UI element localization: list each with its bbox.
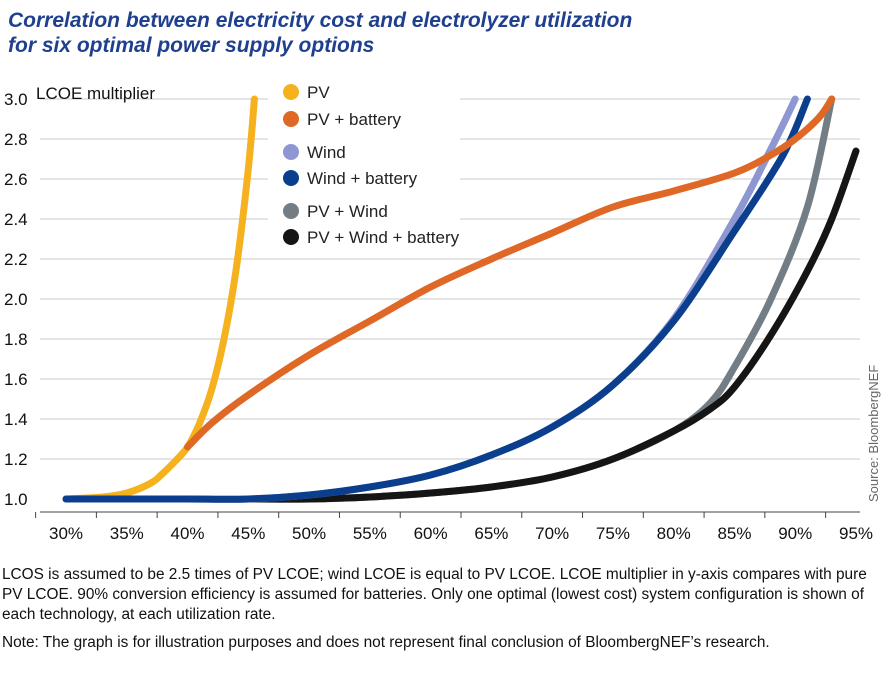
- y-tick-label: 2.6: [4, 170, 28, 189]
- chart-title: Correlation between electricity cost and…: [8, 8, 888, 58]
- x-tick-label: 65%: [474, 524, 508, 543]
- legend-label: PV + battery: [307, 110, 402, 129]
- x-tick-label: 40%: [171, 524, 205, 543]
- y-tick-label: 1.8: [4, 330, 28, 349]
- y-axis-label: LCOE multiplier: [36, 84, 155, 103]
- x-tick-label: 90%: [778, 524, 812, 543]
- chart-canvas: 30% 35% 40% 45% 50% 55% 60% 65% 70% 75% 80% 85% 90% 9…: [4, 80, 874, 543]
- series-line-pv-battery: [184, 95, 836, 451]
- x-tick-label: 35%: [110, 524, 144, 543]
- y-tick-label: 2.0: [4, 290, 28, 309]
- x-tick-label: 30%: [49, 524, 83, 543]
- legend: PV PV + battery Wind Wind + battery PV + Win…: [268, 80, 460, 252]
- x-tick-label: 55%: [353, 524, 387, 543]
- x-tick-label: 45%: [231, 524, 265, 543]
- x-tick-label: 70%: [535, 524, 569, 543]
- y-tick-label: 3.0: [4, 90, 28, 109]
- y-axis: 1.0 1.2 1.4 1.6 1.8 2.0 2.2 2.4 2.6 2.8 3.0: [4, 90, 28, 509]
- legend-swatch: [283, 229, 299, 245]
- x-tick-label: 85%: [717, 524, 751, 543]
- series-lines: [62, 95, 860, 503]
- chart-title-line-2: for six optimal power supply options: [8, 34, 375, 57]
- legend-label: Wind: [307, 143, 346, 162]
- y-tick-label: 1.2: [4, 450, 28, 469]
- legend-swatch: [283, 144, 299, 160]
- legend-swatch: [283, 111, 299, 127]
- legend-label: PV + Wind + battery: [307, 228, 460, 247]
- legend-swatch: [283, 170, 299, 186]
- note-disclaimer: Note: The graph is for illustration purp…: [2, 634, 770, 651]
- chart-title-line-1: Correlation between electricity cost and…: [8, 9, 633, 32]
- series-line-wind-battery: [62, 95, 811, 503]
- x-tick-label: 60%: [414, 524, 448, 543]
- series-line-pv-wind-battery: [244, 147, 860, 503]
- legend-label: Wind + battery: [307, 169, 418, 188]
- legend-label: PV: [307, 83, 330, 102]
- x-tick-label: 80%: [657, 524, 691, 543]
- y-tick-label: 1.6: [4, 370, 28, 389]
- y-tick-label: 2.4: [4, 210, 28, 229]
- x-tick-label: 50%: [292, 524, 326, 543]
- notes: LCOS is assumed to be 2.5 times of PV LC…: [2, 565, 890, 661]
- note-assumptions: LCOS is assumed to be 2.5 times of PV LC…: [2, 566, 867, 623]
- legend-swatch: [283, 84, 299, 100]
- y-tick-label: 2.2: [4, 250, 28, 269]
- y-tick-label: 1.0: [4, 490, 28, 509]
- source-label: Source: BloombergNEF: [866, 364, 881, 502]
- x-tick-label: 95%: [839, 524, 873, 543]
- legend-label: PV + Wind: [307, 202, 388, 221]
- legend-swatch: [283, 203, 299, 219]
- y-tick-label: 2.8: [4, 130, 28, 149]
- legend-background: [268, 80, 460, 252]
- x-tick-label: 75%: [596, 524, 630, 543]
- x-axis: 30% 35% 40% 45% 50% 55% 60% 65% 70% 75% 80% 85% 90% 9…: [35, 511, 873, 543]
- y-tick-label: 1.4: [4, 410, 28, 429]
